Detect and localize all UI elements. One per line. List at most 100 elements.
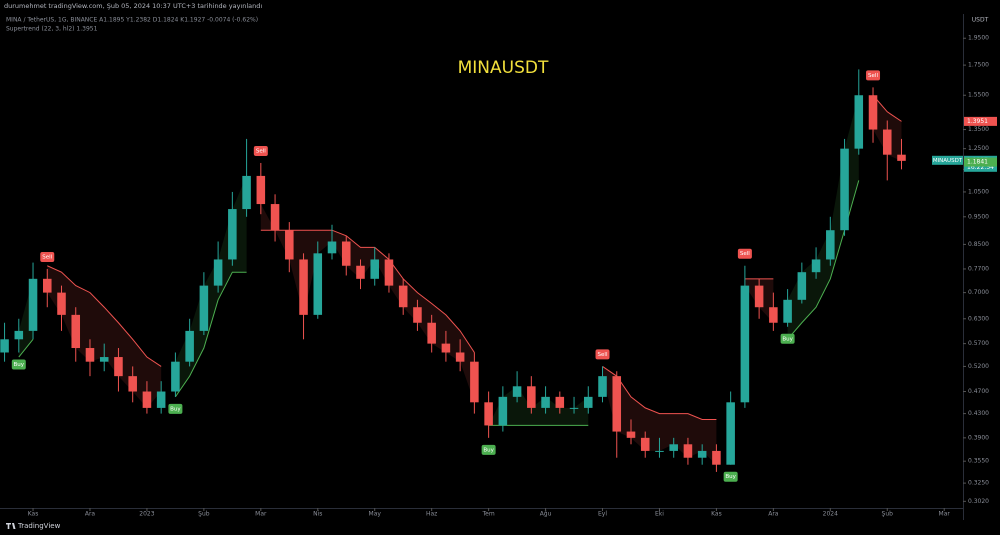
candle-body <box>142 391 152 408</box>
price-tag <box>964 116 997 126</box>
supertrend-line <box>18 338 34 358</box>
candle-body <box>740 285 750 403</box>
symbol-line: MINA / TetherUS, 1G, BINANCE A1.1895 Y1.… <box>6 17 258 24</box>
signal-box <box>481 444 496 455</box>
brand: TradingView <box>17 522 61 530</box>
x-tick-label: Mar <box>255 511 267 518</box>
candle-body <box>470 361 479 403</box>
candle-body <box>114 357 123 377</box>
candle-body <box>427 322 436 344</box>
candle-body <box>498 396 508 426</box>
candle-body <box>455 352 465 362</box>
y-tick-label: 0.5200 <box>968 363 989 370</box>
candle-body <box>370 259 379 279</box>
candle-body <box>882 129 892 155</box>
y-tick-label: 1.9500 <box>968 35 989 42</box>
x-tick-label: Kas <box>28 511 39 518</box>
y-tick-label: 0.7000 <box>968 289 989 296</box>
price-tag <box>964 157 997 167</box>
x-tick-label: 2024 <box>823 511 838 518</box>
x-tick-label: Kas <box>711 511 722 518</box>
signal-label: Sell <box>256 148 266 154</box>
candle-body <box>270 204 280 231</box>
candle-body <box>655 450 664 452</box>
indicator-line: Supertrend (22, 3, hl2) 1.3951 <box>6 26 98 33</box>
y-tick-label: 1.3500 <box>968 126 989 133</box>
candle-body <box>712 450 721 465</box>
x-tick-label: Eyl <box>598 511 607 518</box>
signal-label: Sell <box>740 251 750 257</box>
candle-body <box>811 259 821 273</box>
currency: USDT <box>972 17 989 24</box>
candle-body <box>313 253 323 315</box>
x-tick-label: Ara <box>768 511 779 518</box>
candle-body <box>584 396 593 408</box>
candle-body <box>199 285 209 331</box>
candle-body <box>85 348 95 362</box>
x-tick-label: May <box>369 511 382 518</box>
y-tick-label: 1.0500 <box>968 188 989 195</box>
x-tick-label: Haz <box>426 511 437 518</box>
candle-body <box>171 361 180 392</box>
candle-body <box>854 95 864 149</box>
signal-label: Buy <box>483 447 494 453</box>
signal-box <box>40 251 55 262</box>
candle-body <box>0 339 9 353</box>
x-tick-label: 2023 <box>139 511 154 518</box>
candle-body <box>156 391 166 408</box>
y-tick-label: 0.3900 <box>968 434 989 441</box>
candle-body <box>527 386 536 408</box>
candle-body <box>512 386 522 397</box>
signal-box <box>11 359 26 370</box>
price-tag-label: 1.1841 <box>967 159 988 166</box>
candle-body <box>640 437 650 451</box>
y-tick-label: 0.5700 <box>968 340 989 347</box>
candle-body <box>341 241 351 266</box>
candle-body <box>14 330 24 340</box>
candle-body <box>797 272 807 300</box>
candle-body <box>783 299 792 323</box>
candle-body <box>754 285 764 308</box>
x-tick-label: Şub <box>198 511 210 518</box>
y-tick-label: 0.6300 <box>968 315 989 322</box>
y-tick-label: 0.4300 <box>968 410 989 417</box>
y-tick-label: 1.7500 <box>968 62 989 69</box>
y-tick-label: 0.3550 <box>968 458 989 465</box>
chart-title: MINAUSDT <box>458 58 549 78</box>
x-tick-label: Şub <box>882 511 894 518</box>
candle-body <box>185 330 194 362</box>
candle-body <box>484 402 493 426</box>
candle-body <box>71 314 81 349</box>
candle-body <box>683 444 693 458</box>
y-tick-label: 0.3020 <box>968 498 989 505</box>
symbol-tag-label: MINAUSDT <box>933 158 963 164</box>
candle-body <box>384 259 394 286</box>
x-tick-label: Ağu <box>540 511 552 518</box>
candle-body <box>413 307 422 323</box>
symbol-tag <box>932 155 963 165</box>
signal-box <box>253 145 268 156</box>
signal-label: Buy <box>14 362 25 368</box>
candle-body <box>299 259 308 315</box>
y-tick-label: 0.9500 <box>968 213 989 220</box>
y-tick-label: 0.4700 <box>968 388 989 395</box>
signal-box <box>737 248 752 259</box>
signal-label: Sell <box>868 73 878 79</box>
candle-body <box>228 209 237 260</box>
signal-label: Sell <box>598 352 608 358</box>
candle-body <box>356 265 365 279</box>
candle-body <box>669 444 678 451</box>
candle-body <box>598 376 607 397</box>
price-tag-countdown: 16:22:54 <box>967 164 994 171</box>
candle-body <box>42 278 52 293</box>
x-tick-label: Nis <box>313 511 322 518</box>
candle-body <box>612 376 622 432</box>
x-tick-label: Eki <box>655 511 664 518</box>
candle-body <box>555 396 565 408</box>
candle-body <box>57 292 66 315</box>
signal-box <box>723 471 738 482</box>
candle-body <box>726 402 735 465</box>
candle-body <box>626 431 636 438</box>
